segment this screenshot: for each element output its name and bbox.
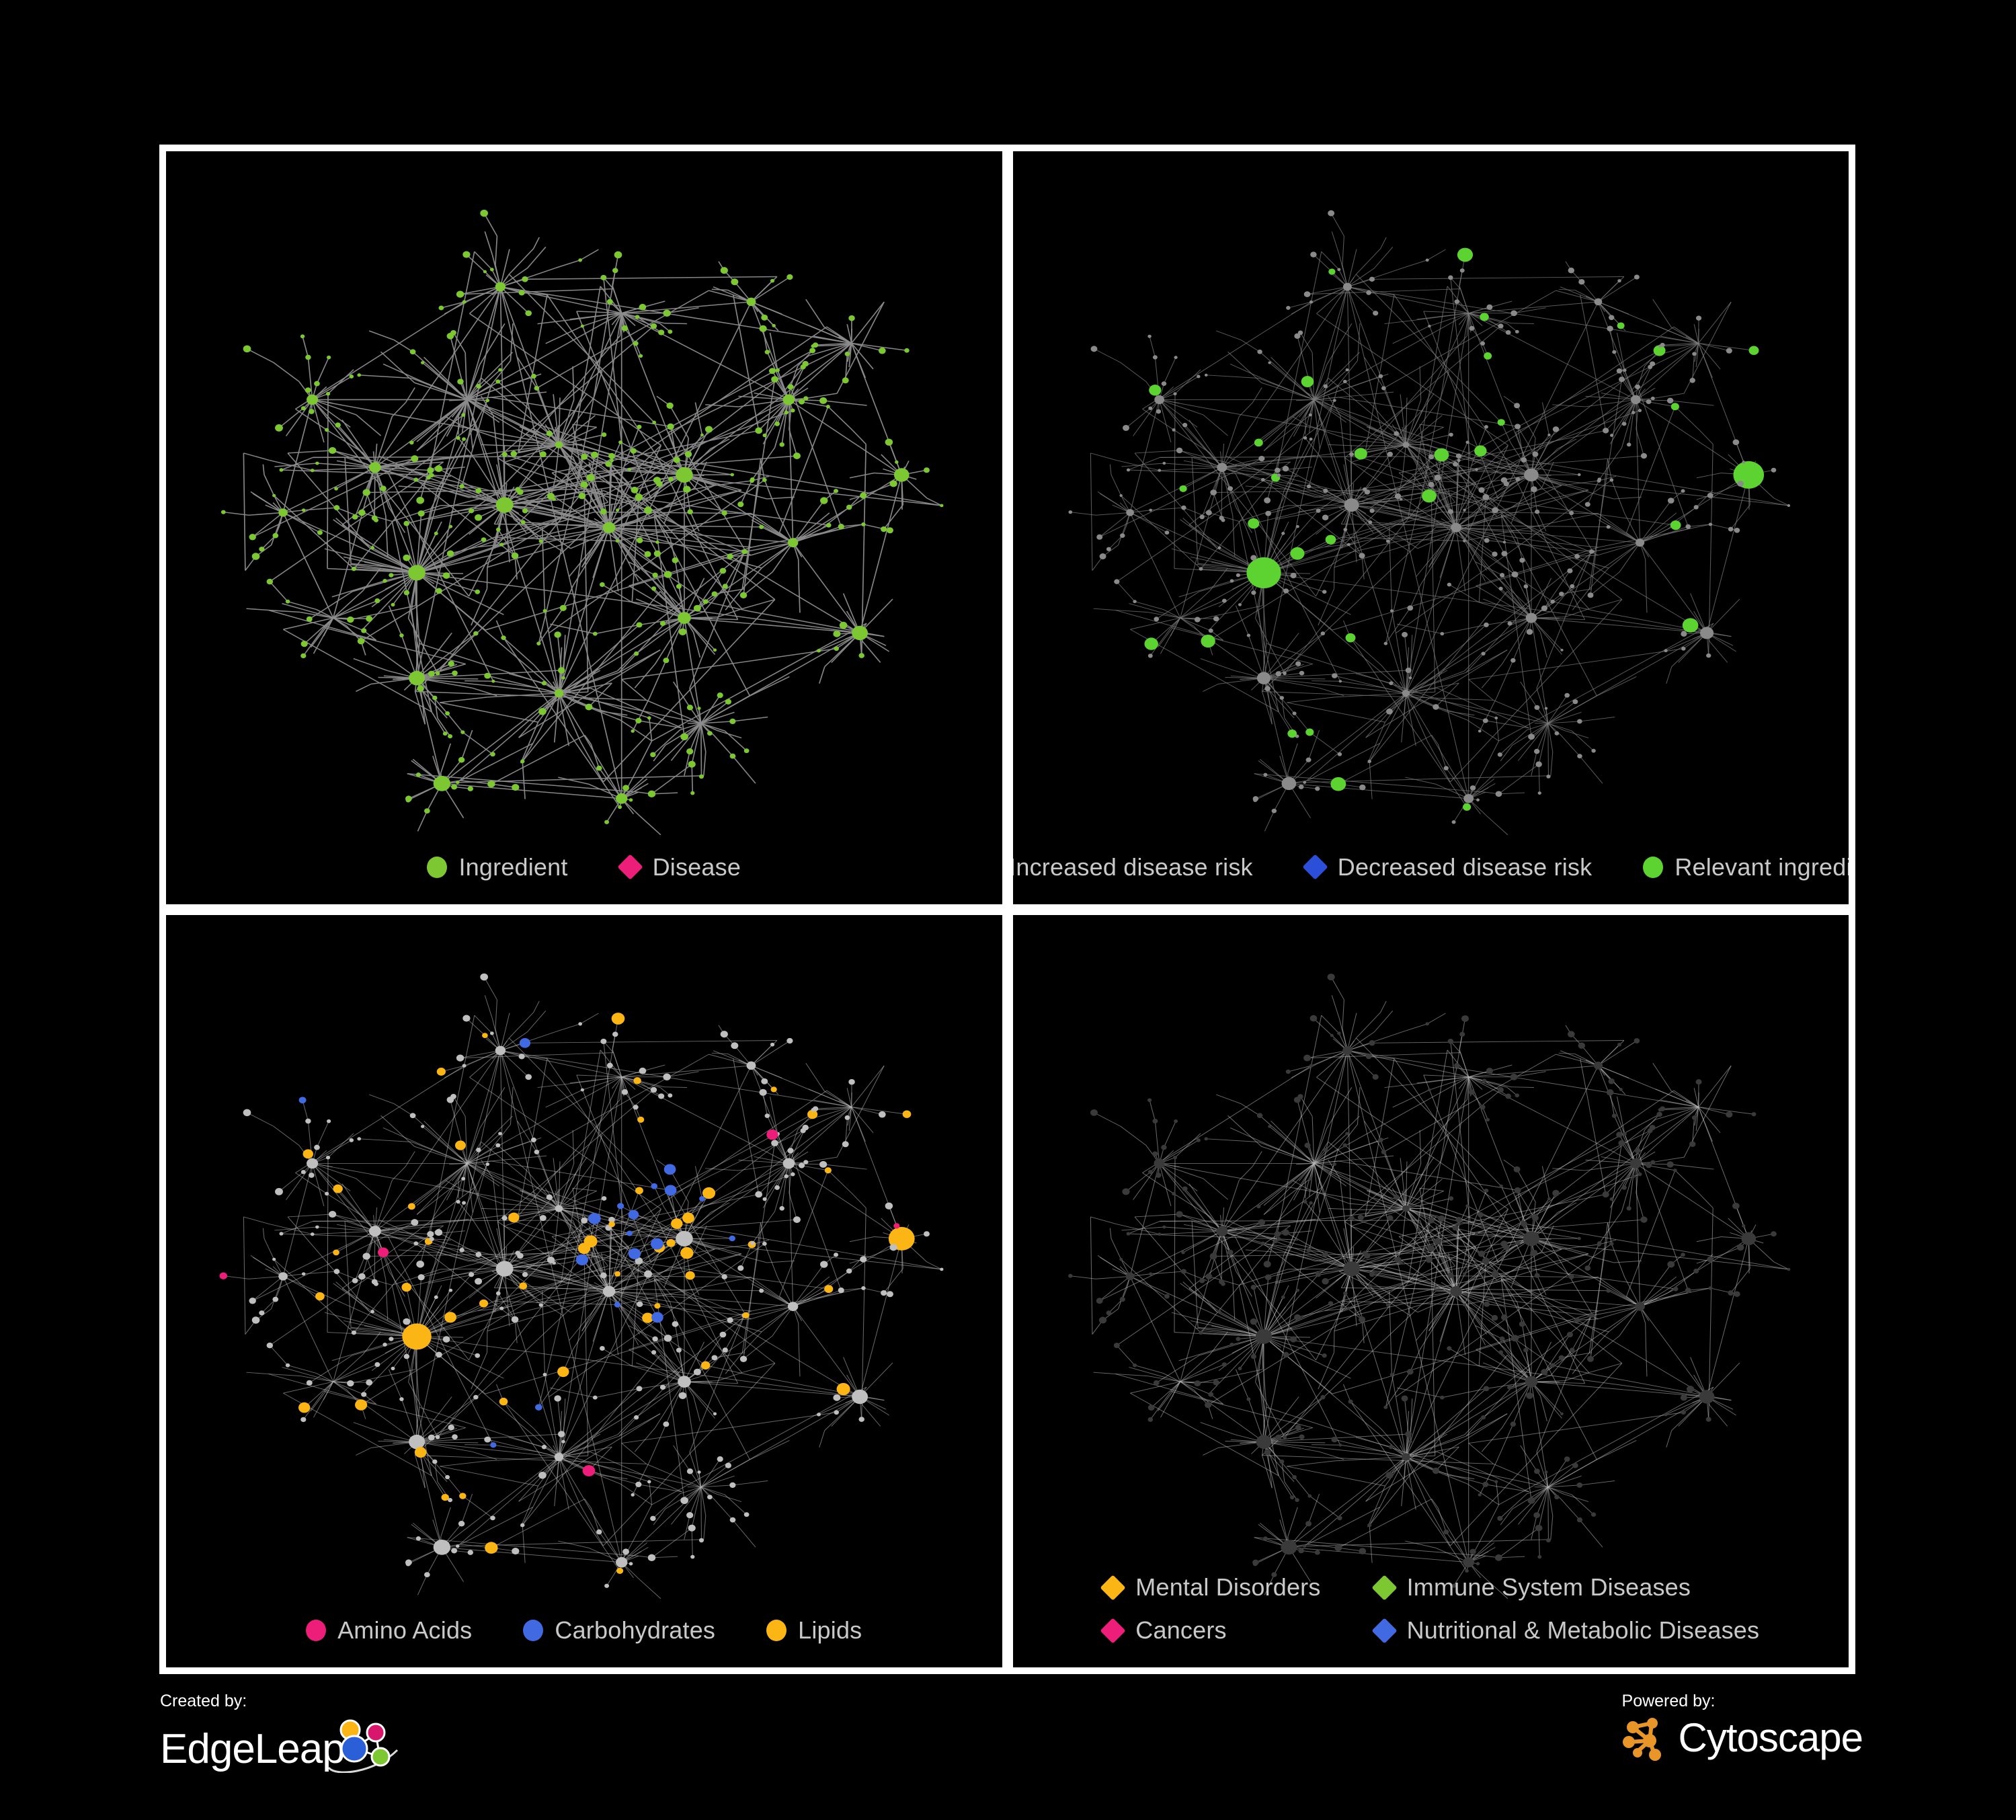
- created-by-edgeleap[interactable]: Created by: EdgeLeap: [160, 1692, 407, 1773]
- powered-by-kicker: Powered by:: [1621, 1692, 1716, 1710]
- panel-nutrient-classes[interactable]: Amino Acids Carbohydrates Lipids: [166, 914, 1002, 1668]
- cytoscape-text-block: Powered by:: [1622, 1692, 1863, 1761]
- network-canvas-3[interactable]: [166, 914, 1002, 1668]
- cytoscape-wordmark: Cytoscape: [1678, 1715, 1863, 1760]
- footer: Created by: EdgeLeap: [0, 1681, 2016, 1820]
- network-canvas-4[interactable]: [1013, 914, 1849, 1668]
- network-graph-3: [219, 914, 944, 1599]
- network-graph-4: [1067, 914, 1790, 1599]
- cytoscape-logo: Cytoscape: [1622, 1715, 1863, 1761]
- network-graph-2: [1067, 151, 1790, 836]
- panel-disease-risk[interactable]: Increased disease risk Decreased disease…: [1012, 151, 1849, 904]
- edgeleap-network-icon: [327, 1719, 398, 1773]
- created-by-kicker: Created by:: [160, 1692, 247, 1710]
- network-graph-1: [220, 151, 944, 836]
- panel-disease-classes[interactable]: Mental Disorders Immune System Diseases …: [1012, 914, 1849, 1668]
- powered-by-cytoscape[interactable]: Powered by:: [1622, 1692, 1863, 1761]
- network-canvas-2[interactable]: [1013, 151, 1849, 904]
- edgeleap-wordmark: EdgeLeap: [160, 1726, 346, 1772]
- panel-grid: Ingredient Disease Increased diseas: [159, 145, 1855, 1674]
- edgeleap-logo: EdgeLeap: [160, 1715, 407, 1773]
- edgeleap-text-block: Created by: EdgeLeap: [160, 1692, 407, 1773]
- cytoscape-network-icon: [1622, 1718, 1661, 1761]
- network-canvas-1[interactable]: [166, 151, 1002, 904]
- panel-ingredient-disease[interactable]: Ingredient Disease: [166, 151, 1002, 904]
